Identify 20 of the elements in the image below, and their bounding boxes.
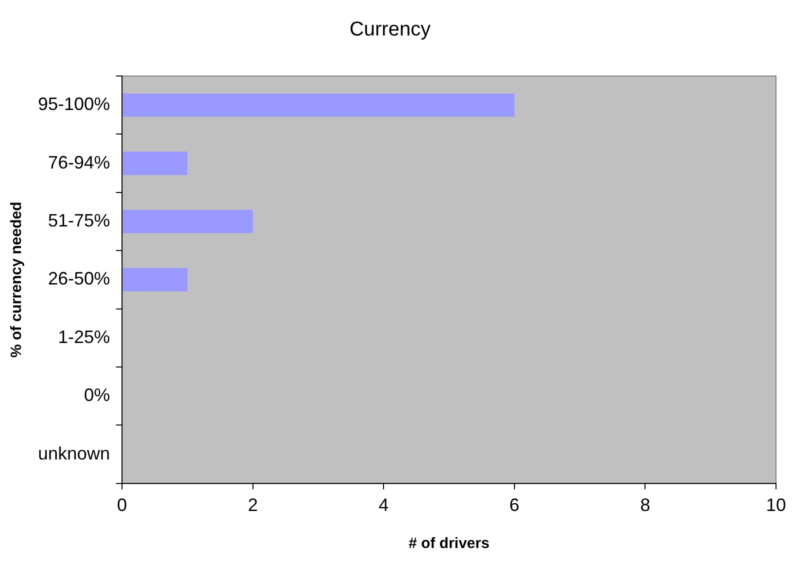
y-tick-label: 51-75% [48,210,110,230]
x-tick-label: 2 [248,495,258,516]
x-tick-label: 0 [117,495,128,516]
bar [122,93,514,117]
y-tick-label: 76-94% [48,152,110,172]
y-tick-label: 95-100% [38,94,110,114]
x-tick-label: 8 [640,495,650,516]
y-axis-title: % of currency needed [8,202,26,358]
y-tick-label: 26-50% [48,268,110,289]
y-tick-label: unknown [38,443,110,464]
bar [122,210,253,234]
x-axis-title: # of drivers [408,535,490,552]
chart-title: Currency [349,18,431,41]
y-tick-label: 0% [84,385,110,406]
x-tick-label: 10 [766,495,786,516]
y-tick-label: 1-25% [58,326,110,347]
x-tick-label: 4 [378,495,389,516]
bar [122,152,188,175]
bar [122,268,188,292]
x-tick-label: 6 [509,495,520,516]
